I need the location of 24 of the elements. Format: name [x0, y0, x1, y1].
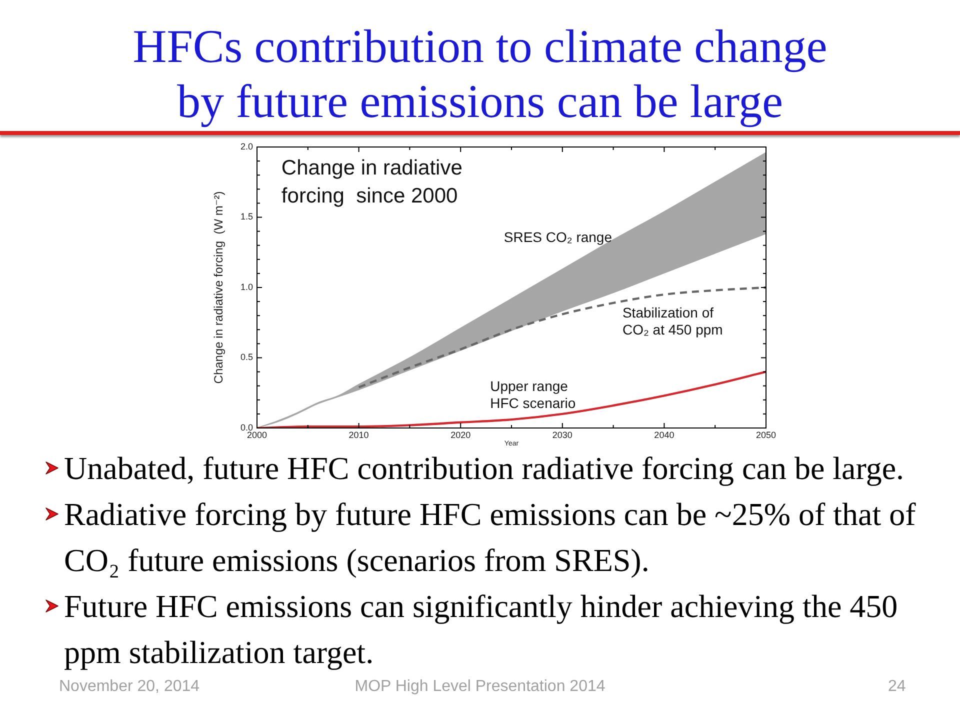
- y-tick-label: 0.5: [240, 352, 253, 362]
- y-tick-label: 2.0: [240, 141, 253, 152]
- x-tick-label: 2030: [552, 430, 572, 440]
- series-label: Upper range HFC scenario: [490, 378, 576, 412]
- x-tick-label: 2050: [756, 430, 776, 440]
- x-tick-label: 2000: [246, 430, 268, 440]
- x-tick-label: 2020: [450, 430, 471, 440]
- text: Radiative forcing by future HFC emissions can be ~25% of that of CO₂ future emissions (scenarios from SRES).: [64, 496, 916, 578]
- text: Future HFC emissions can significantly hinder achieving the 450 ppm stabilization target.: [64, 588, 898, 670]
- x-tick-label: 2010: [348, 430, 369, 440]
- x-tick-label: 2040: [654, 430, 674, 440]
- text: 24: [888, 677, 907, 697]
- series-label: Stabilization of CO₂ at 450 ppm: [622, 304, 723, 338]
- y-tick-label: 1.0: [240, 282, 253, 292]
- text: Change in radiative forcing since 2000: [281, 156, 462, 208]
- text: Unabated, future HFC contribution radiative forcing can be large.: [64, 450, 904, 486]
- text: November 20, 2014: [59, 677, 200, 697]
- chart-title: HFCs contribution to climate change by future emissions can be large: [132, 20, 828, 130]
- y-tick-label: 0.0: [240, 422, 253, 432]
- text: MOP High Level Presentation 2014: [354, 677, 606, 697]
- line-series: [257, 370, 766, 428]
- y-axis-title: Change in radiative forcing (W m⁻²): [212, 191, 226, 384]
- y-tick-label: 1.5: [240, 212, 253, 222]
- series-label: SRES CO₂ range: [504, 229, 612, 246]
